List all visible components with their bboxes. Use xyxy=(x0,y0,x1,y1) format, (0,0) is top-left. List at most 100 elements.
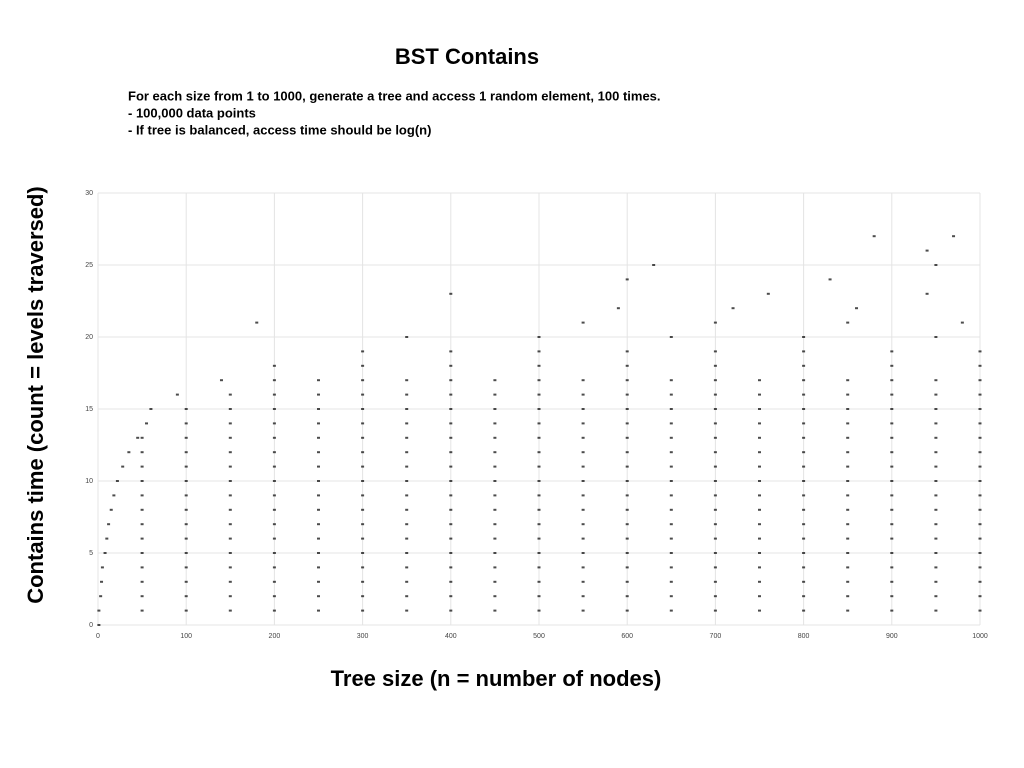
y-tick-label: 0 xyxy=(89,622,93,629)
data-point xyxy=(405,580,409,583)
data-point xyxy=(255,321,259,324)
data-point xyxy=(846,393,850,396)
data-point xyxy=(405,436,409,439)
data-point xyxy=(934,494,938,497)
data-point xyxy=(405,465,409,468)
data-point xyxy=(537,537,541,540)
x-tick-label: 800 xyxy=(798,633,810,640)
data-point xyxy=(493,609,497,612)
data-point xyxy=(228,408,232,410)
x-tick-label: 600 xyxy=(621,633,633,640)
data-point xyxy=(581,436,585,439)
data-point xyxy=(625,580,629,583)
data-point xyxy=(405,422,409,425)
data-point xyxy=(625,609,629,612)
data-point xyxy=(934,336,938,338)
data-point xyxy=(978,609,982,612)
data-point xyxy=(140,580,144,583)
data-point xyxy=(846,408,850,410)
data-point xyxy=(978,451,982,454)
data-point xyxy=(228,393,232,396)
data-point xyxy=(140,480,144,482)
data-point xyxy=(890,494,894,497)
data-point xyxy=(228,609,232,612)
data-point xyxy=(449,508,453,511)
data-point xyxy=(140,508,144,511)
data-point xyxy=(317,508,320,511)
data-point xyxy=(184,422,188,425)
data-point xyxy=(846,451,850,454)
data-point xyxy=(140,465,144,468)
data-point xyxy=(361,537,365,540)
data-point xyxy=(669,552,673,554)
x-tick-label: 700 xyxy=(710,633,722,640)
data-point xyxy=(175,393,179,396)
data-point xyxy=(846,494,850,497)
data-point xyxy=(272,408,276,410)
data-point xyxy=(581,552,585,554)
data-point xyxy=(405,451,409,454)
data-point xyxy=(317,480,320,482)
data-point xyxy=(890,566,894,569)
data-point xyxy=(846,422,850,425)
data-point xyxy=(272,451,276,454)
data-point xyxy=(228,465,232,468)
data-point xyxy=(272,393,276,396)
data-point xyxy=(361,609,365,612)
data-point xyxy=(802,379,806,382)
data-point xyxy=(405,379,409,382)
data-point xyxy=(537,364,541,367)
data-point xyxy=(405,508,409,511)
data-point xyxy=(828,278,832,281)
data-point xyxy=(140,537,144,540)
data-point xyxy=(449,595,453,598)
data-point xyxy=(537,609,541,612)
data-point xyxy=(537,494,541,497)
data-point xyxy=(103,552,107,554)
data-point xyxy=(669,595,673,598)
data-point xyxy=(228,494,232,497)
data-point xyxy=(317,393,320,396)
data-point xyxy=(846,580,850,583)
data-point xyxy=(713,580,717,583)
data-point xyxy=(802,537,806,540)
data-point xyxy=(890,393,894,396)
data-point xyxy=(978,393,982,396)
data-point xyxy=(846,465,850,468)
data-point xyxy=(934,465,938,468)
data-point xyxy=(890,422,894,425)
data-point xyxy=(625,364,629,367)
data-point xyxy=(625,523,629,526)
data-point xyxy=(361,523,365,526)
data-point xyxy=(890,436,894,439)
data-point xyxy=(669,422,673,425)
data-point xyxy=(758,480,761,482)
y-tick-label: 15 xyxy=(85,406,93,413)
data-point xyxy=(493,465,497,468)
data-point xyxy=(112,494,116,497)
data-point xyxy=(934,451,938,454)
data-point xyxy=(713,566,717,569)
data-point xyxy=(449,364,453,367)
data-point xyxy=(537,465,541,468)
data-point xyxy=(537,566,541,569)
data-point xyxy=(228,580,232,583)
data-point xyxy=(890,595,894,598)
data-point xyxy=(537,595,541,598)
data-point xyxy=(272,364,276,367)
data-point xyxy=(669,480,673,482)
subtitle-line: - 100,000 data points xyxy=(128,105,256,120)
data-point xyxy=(802,580,806,583)
data-point xyxy=(872,235,876,238)
x-tick-label: 100 xyxy=(180,633,192,640)
data-point xyxy=(802,480,806,482)
data-point xyxy=(317,609,320,612)
data-point xyxy=(713,364,717,367)
data-point xyxy=(105,537,109,540)
data-point xyxy=(669,566,673,569)
data-point xyxy=(846,595,850,598)
data-point xyxy=(934,264,938,266)
data-point xyxy=(140,494,144,497)
data-point xyxy=(978,436,982,439)
